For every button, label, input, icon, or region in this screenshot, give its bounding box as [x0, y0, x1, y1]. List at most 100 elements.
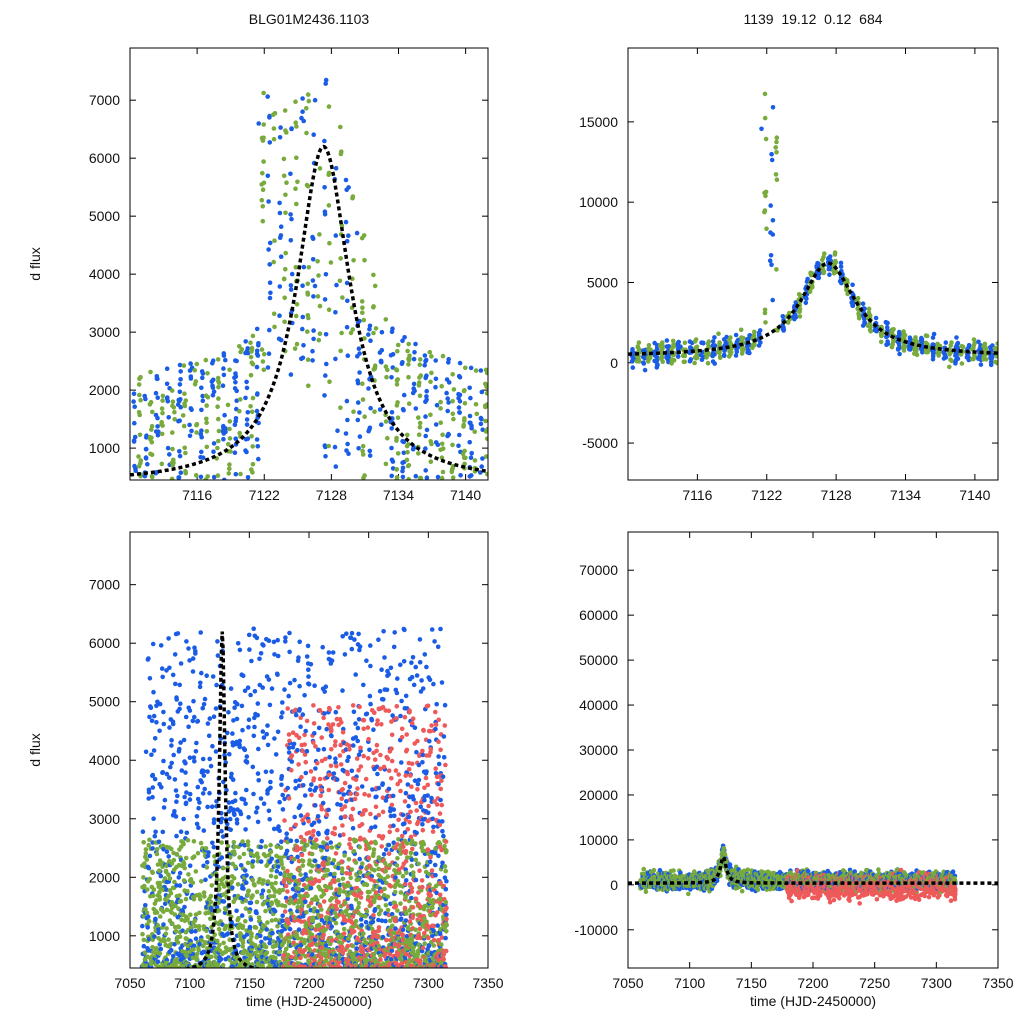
- blue-point: [244, 760, 250, 765]
- green-point: [142, 883, 147, 889]
- green-point: [201, 890, 207, 895]
- green-point: [283, 192, 288, 198]
- green-point: [149, 869, 155, 875]
- green-point: [250, 470, 255, 475]
- blue-point: [322, 689, 328, 694]
- red-point: [389, 732, 395, 738]
- red-point: [394, 704, 400, 709]
- red-point: [392, 941, 398, 947]
- blue-point: [243, 395, 248, 401]
- green-point: [417, 424, 423, 430]
- green-point: [194, 421, 200, 427]
- green-point: [177, 934, 183, 939]
- green-point: [361, 317, 367, 323]
- blue-point: [467, 385, 473, 391]
- blue-point: [342, 652, 348, 657]
- green-point: [390, 923, 395, 929]
- green-point: [774, 139, 779, 145]
- x-tick-label: 7116: [682, 487, 712, 503]
- red-point: [302, 752, 308, 757]
- green-point: [463, 365, 468, 371]
- green-point: [147, 876, 152, 882]
- green-point: [484, 370, 488, 376]
- blue-point: [235, 942, 241, 948]
- blue-point: [744, 343, 750, 349]
- green-point: [260, 204, 266, 209]
- blue-point: [345, 417, 350, 423]
- blue-point: [289, 216, 294, 222]
- green-point: [659, 355, 665, 361]
- blue-point: [267, 937, 273, 942]
- blue-point: [210, 392, 216, 398]
- blue-point: [267, 327, 272, 333]
- green-point: [283, 210, 288, 216]
- green-point: [417, 420, 423, 426]
- green-point: [360, 397, 366, 402]
- green-point: [351, 849, 357, 854]
- blue-point: [295, 747, 300, 753]
- red-point: [299, 852, 305, 858]
- blue-point: [334, 777, 340, 782]
- red-point: [336, 900, 341, 905]
- green-point: [260, 170, 265, 176]
- blue-point: [404, 934, 410, 939]
- green-point: [249, 409, 255, 415]
- green-point: [231, 839, 237, 845]
- red-point: [302, 838, 307, 843]
- green-point: [439, 475, 445, 480]
- blue-point: [310, 952, 315, 957]
- blue-point: [192, 759, 197, 764]
- green-point: [192, 918, 198, 923]
- green-point: [201, 943, 206, 949]
- blue-point: [214, 904, 220, 910]
- green-point: [170, 399, 176, 405]
- blue-point: [220, 834, 226, 839]
- blue-point: [367, 326, 372, 332]
- blue-point: [298, 724, 303, 729]
- blue-point: [152, 776, 158, 782]
- blue-point: [388, 813, 394, 819]
- green-point: [249, 434, 254, 439]
- red-point: [347, 842, 352, 847]
- red-point: [332, 831, 338, 837]
- blue-point: [300, 283, 305, 289]
- green-point: [483, 404, 488, 410]
- blue-point: [208, 905, 214, 911]
- green-point: [157, 868, 162, 873]
- blue-point: [206, 850, 211, 855]
- blue-point: [255, 746, 261, 752]
- green-point: [739, 347, 745, 352]
- blue-point: [324, 831, 330, 836]
- blue-point: [155, 959, 161, 964]
- blue-point: [955, 340, 961, 346]
- blue-point: [722, 348, 727, 354]
- green-point: [461, 388, 467, 394]
- blue-point: [424, 388, 430, 394]
- green-point: [271, 136, 277, 142]
- blue-point: [780, 326, 786, 332]
- green-point: [181, 878, 187, 883]
- blue-point: [167, 452, 172, 457]
- green-point: [371, 305, 376, 310]
- red-point: [351, 929, 357, 934]
- green-point: [353, 838, 359, 843]
- blue-point: [140, 923, 145, 929]
- blue-point: [190, 718, 196, 724]
- x-tick-label: 7134: [383, 487, 414, 503]
- blue-point: [140, 829, 146, 834]
- blue-point: [174, 697, 179, 702]
- blue-point: [335, 428, 340, 434]
- blue-point: [145, 925, 150, 930]
- green-point: [172, 912, 178, 917]
- blue-point: [254, 348, 260, 354]
- blue-point: [218, 956, 224, 962]
- green-point: [406, 357, 412, 363]
- red-point: [325, 845, 330, 850]
- blue-point: [293, 786, 298, 791]
- blue-point: [289, 271, 295, 277]
- blue-point: [873, 315, 879, 321]
- blue-point: [202, 786, 207, 792]
- green-point: [369, 926, 375, 932]
- green-point: [473, 402, 479, 407]
- blue-point: [229, 771, 234, 777]
